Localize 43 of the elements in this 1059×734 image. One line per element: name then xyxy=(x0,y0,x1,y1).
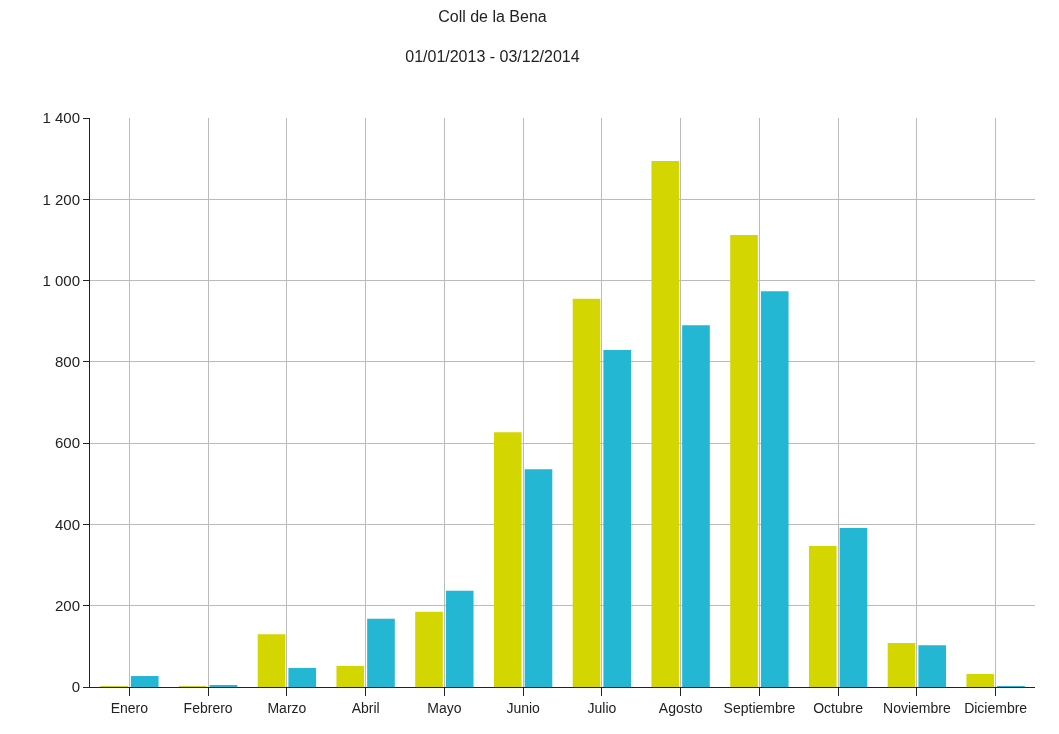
bar xyxy=(887,643,916,687)
x-tick-label: Agosto xyxy=(658,699,703,716)
x-tick-label: Enero xyxy=(110,699,149,716)
x-tick-label: Octubre xyxy=(813,699,864,716)
x-tick-label: Julio xyxy=(587,699,617,716)
bar xyxy=(918,645,947,687)
bar xyxy=(257,634,286,687)
bar xyxy=(760,291,789,687)
bar xyxy=(682,325,710,687)
bar xyxy=(808,545,837,687)
bar xyxy=(336,665,365,687)
bar xyxy=(130,676,159,687)
y-tick-label: 1 000 xyxy=(42,271,80,289)
bar xyxy=(415,611,443,687)
bar xyxy=(524,469,553,687)
x-tick-label: Noviembre xyxy=(883,699,951,716)
bar xyxy=(288,667,317,687)
bar xyxy=(730,235,758,687)
x-tick-label: Marzo xyxy=(267,699,307,716)
y-tick-label: 1 200 xyxy=(42,190,80,208)
x-tick-label: Febrero xyxy=(183,699,233,716)
y-tick-label: 1 400 xyxy=(42,109,80,127)
chart-title: Coll de la Bena xyxy=(438,8,547,26)
bar xyxy=(445,590,474,687)
bar xyxy=(493,432,522,687)
x-tick-label: Mayo xyxy=(427,699,462,716)
bar xyxy=(209,684,238,687)
bar xyxy=(839,528,868,687)
y-tick-label: 600 xyxy=(54,434,80,452)
x-tick-label: Junio xyxy=(506,699,541,716)
chart-subtitle: 01/01/2013 - 03/12/2014 xyxy=(405,48,580,66)
bar xyxy=(603,350,632,687)
y-tick-label: 0 xyxy=(71,678,80,696)
x-tick-label: Abril xyxy=(351,699,380,716)
x-tick-label: Diciembre xyxy=(964,699,1028,716)
y-tick-label: 400 xyxy=(54,515,80,533)
bar xyxy=(651,161,680,687)
bar xyxy=(572,298,601,687)
x-tick-label: Septiembre xyxy=(723,699,796,716)
y-tick-label: 200 xyxy=(54,596,80,614)
bar xyxy=(367,618,395,687)
y-tick-label: 800 xyxy=(54,353,80,371)
bar xyxy=(966,673,995,687)
